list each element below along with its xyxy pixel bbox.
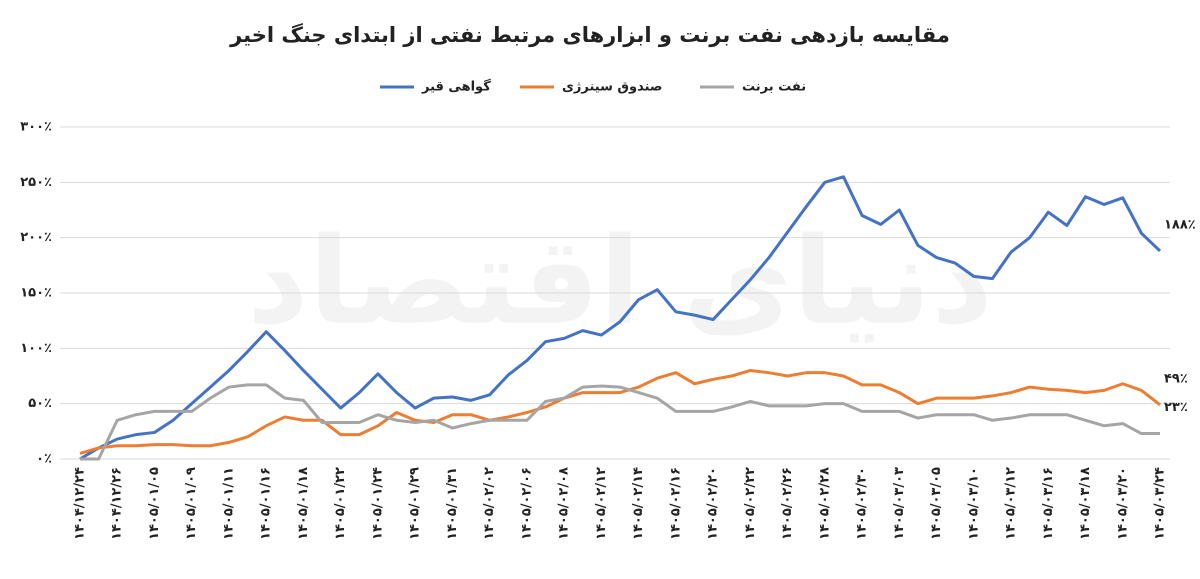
x-tick-label: ۱۴۰۵/۰۳/۱۸ — [1078, 467, 1093, 540]
x-tick-label: ۱۴۰۵/۰۱/۱۱ — [221, 467, 236, 540]
x-tick-label: ۱۴۰۵/۰۲/۲۸ — [817, 467, 832, 540]
y-tick-label: ۵۰٪ — [28, 396, 52, 411]
x-tick-label: ۱۴۰۵/۰۳/۱۶ — [1041, 467, 1056, 540]
y-tick-label: ۳۰۰٪ — [20, 120, 52, 135]
series-line — [79, 175, 1162, 461]
series-line — [79, 368, 1161, 455]
x-tick-label: ۱۴۰۵/۰۲/۳۰ — [855, 467, 870, 540]
y-tick-label: ۲۰۰٪ — [20, 230, 52, 245]
x-tick-label: ۱۴۰۵/۰۳/۲۰ — [1115, 467, 1130, 540]
x-tick-label: ۱۴۰۵/۰۱/۰۵ — [147, 467, 162, 540]
end-label: ۴۹٪ — [1164, 371, 1188, 386]
x-tick-label: ۱۴۰۵/۰۲/۲۲ — [743, 467, 758, 540]
x-tick-label: ۱۴۰۴/۱۲/۲۶ — [110, 467, 125, 540]
y-tick-label: ۱۰۰٪ — [20, 341, 52, 356]
x-tick-label: ۱۴۰۵/۰۱/۳۱ — [445, 467, 460, 540]
x-tick-label: ۱۴۰۵/۰۱/۲۲ — [333, 467, 348, 540]
x-tick-label: ۱۴۰۵/۰۳/۰۳ — [892, 467, 907, 540]
x-tick-label: ۱۴۰۵/۰۱/۱۶ — [259, 467, 274, 540]
y-tick-label: ۲۵۰٪ — [20, 175, 52, 190]
x-tick-label: ۱۴۰۵/۰۲/۱۴ — [631, 467, 646, 540]
x-tick-label: ۱۴۰۵/۰۱/۲۴ — [370, 467, 385, 540]
x-tick-label: ۱۴۰۵/۰۳/۱۲ — [1004, 467, 1019, 540]
x-tick-label: ۱۴۰۵/۰۳/۰۵ — [929, 467, 944, 540]
legend-label: نفت برنت — [742, 80, 806, 95]
x-tick-label: ۱۴۰۵/۰۲/۰۲ — [482, 467, 497, 540]
series-line — [80, 383, 1160, 461]
end-label: ۱۸۸٪ — [1164, 217, 1196, 232]
watermark: دنیای اقتصاد — [247, 213, 993, 352]
y-tick-label: ۰٪ — [36, 452, 52, 467]
legend-label: صندوق سینرژی — [562, 80, 663, 95]
x-tick-label: ۱۴۰۵/۰۱/۱۸ — [296, 467, 311, 540]
y-tick-label: ۱۵۰٪ — [20, 286, 52, 301]
x-tick-label: ۱۴۰۵/۰۲/۱۲ — [594, 467, 609, 540]
x-tick-label: ۱۴۰۴/۱۲/۲۴ — [73, 467, 88, 540]
legend-label: گواهی قیر — [421, 79, 491, 95]
x-tick-label: ۱۴۰۵/۰۱/۰۹ — [184, 467, 199, 540]
x-tick-label: ۱۴۰۵/۰۱/۲۹ — [408, 467, 423, 540]
x-tick-label: ۱۴۰۵/۰۲/۲۰ — [706, 467, 721, 540]
x-tick-label: ۱۴۰۵/۰۲/۲۶ — [780, 467, 795, 540]
x-tick-label: ۱۴۰۵/۰۳/۲۴ — [1153, 467, 1168, 540]
x-tick-label: ۱۴۰۵/۰۲/۰۶ — [519, 467, 534, 540]
x-tick-label: ۱۴۰۵/۰۲/۱۶ — [668, 467, 683, 540]
x-tick-label: ۱۴۰۵/۰۲/۰۸ — [557, 467, 572, 540]
end-label: ۲۳٪ — [1164, 400, 1188, 415]
x-tick-label: ۱۴۰۵/۰۳/۱۰ — [966, 467, 981, 540]
chart-title: مقایسه بازدهی نفت برنت و ابزارهای مرتبط … — [229, 22, 950, 47]
